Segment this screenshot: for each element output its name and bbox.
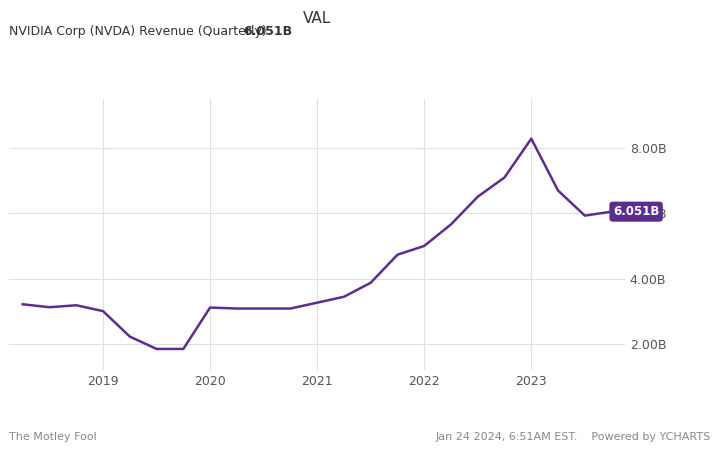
Text: 6.051B: 6.051B xyxy=(613,205,660,218)
Text: Jan 24 2024, 6:51AM EST.    Powered by YCHARTS: Jan 24 2024, 6:51AM EST. Powered by YCHA… xyxy=(436,432,711,442)
Text: 6.051B: 6.051B xyxy=(243,25,292,38)
Text: VAL: VAL xyxy=(302,11,331,26)
Text: The Motley Fool: The Motley Fool xyxy=(9,432,97,442)
Text: NVIDIA Corp (NVDA) Revenue (Quarterly): NVIDIA Corp (NVDA) Revenue (Quarterly) xyxy=(9,25,267,38)
